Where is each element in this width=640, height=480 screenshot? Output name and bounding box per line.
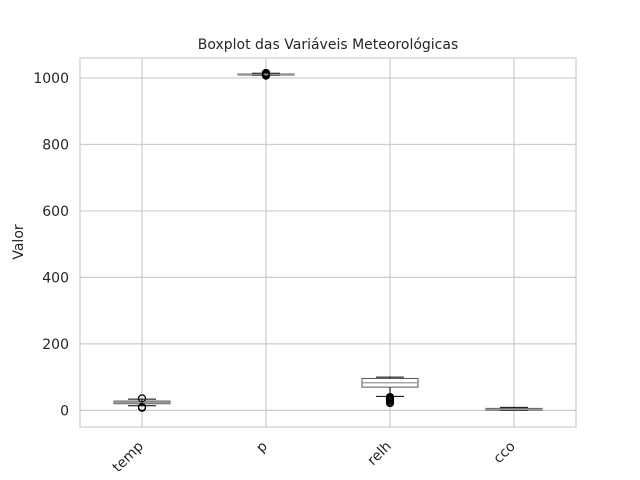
outlier-point — [137, 394, 147, 403]
y-tick-label: 400 — [42, 270, 69, 286]
chart-title: Boxplot das Variáveis Meteorológicas — [198, 37, 459, 53]
y-tick-label: 600 — [42, 204, 69, 220]
x-tick-label: cco — [491, 439, 519, 467]
y-tick-label: 800 — [42, 137, 69, 153]
y-tick-label: 0 — [60, 403, 69, 419]
x-tick-label: p — [253, 438, 271, 456]
x-tick-labels: temp p relh cco — [110, 438, 519, 475]
plot-background — [80, 58, 576, 427]
outlier-point — [137, 402, 147, 412]
x-tick-label: relh — [365, 439, 395, 469]
y-tick-label: 1000 — [33, 71, 69, 87]
outlier-point — [385, 392, 395, 402]
box-relh — [361, 376, 419, 408]
boxes — [113, 68, 543, 412]
box-temp — [113, 394, 171, 412]
x-tick-label: temp — [110, 438, 147, 475]
box-cco — [485, 406, 543, 411]
y-tick-label: 200 — [42, 337, 69, 353]
grid — [80, 58, 576, 427]
outlier-point — [261, 68, 271, 78]
plot-frame — [79, 57, 577, 428]
y-axis-label: Valor — [11, 224, 27, 260]
box-p — [237, 68, 295, 80]
y-tick-labels: 0 200 400 600 800 1000 — [33, 71, 69, 419]
